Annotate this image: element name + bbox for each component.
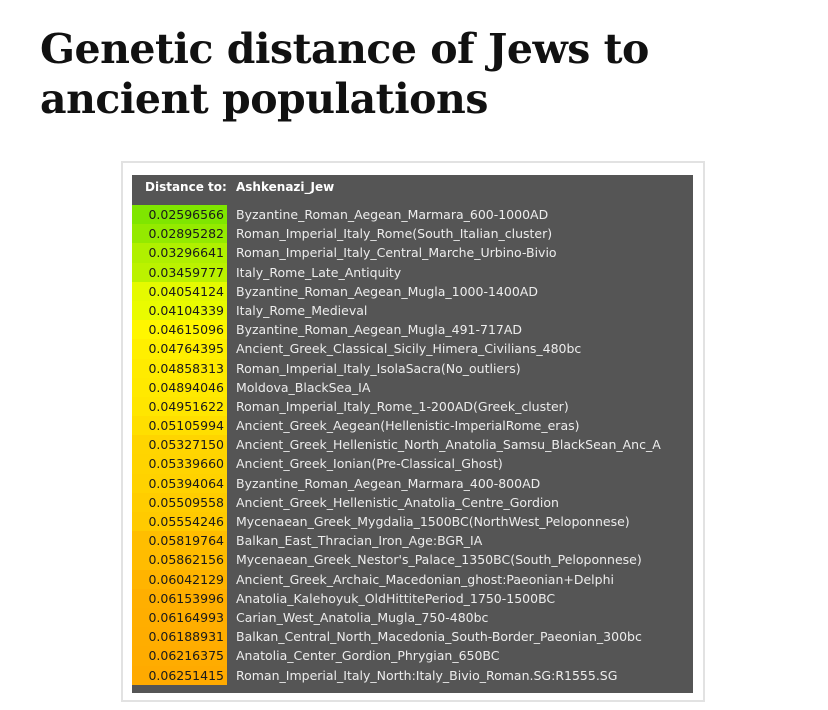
distance-value: 0.04104339	[132, 300, 227, 321]
population-name: Mycenaean_Greek_Nestor's_Palace_1350BC(S…	[236, 552, 642, 568]
result-row: 0.05394064 Byzantine_Roman_Aegean_Marmara…	[132, 473, 693, 493]
page-title: Genetic distance of Jews to ancient popu…	[40, 25, 649, 123]
population-name: Ancient_Greek_Classical_Sicily_Himera_Ci…	[236, 341, 582, 357]
population-name: Italy_Rome_Medieval	[236, 302, 368, 318]
distance-value: 0.06188931	[132, 627, 227, 647]
distance-value: 0.05394064	[132, 473, 227, 493]
population-name: Byzantine_Roman_Aegean_Mugla_491-717AD	[236, 322, 523, 338]
result-row: 0.06153996 Anatolia_Kalehoyuk_OldHittiteP…	[132, 588, 693, 608]
result-row: 0.02895282 Roman_Imperial_Italy_Rome(Sout…	[132, 224, 693, 244]
distance-results-panel: Distance to: Ashkenazi_Jew 0.02596566 Byz…	[132, 175, 693, 693]
result-row: 0.05819764 Balkan_East_Thracian_Iron_Age:…	[132, 531, 693, 551]
result-row: 0.03296641 Roman_Imperial_Italy_Central_M…	[132, 243, 693, 263]
population-name: Byzantine_Roman_Aegean_Marmara_600-1000A…	[236, 207, 549, 222]
distance-value: 0.04615096	[132, 320, 227, 340]
distance-value: 0.05819764	[132, 531, 227, 551]
population-name: Roman_Imperial_Italy_Rome(South_Italian_…	[236, 226, 553, 242]
result-row: 0.04054124 Byzantine_Roman_Aegean_Mugla_1…	[132, 281, 693, 301]
distance-value: 0.04951622	[132, 396, 227, 417]
population-name: Anatolia_Kalehoyuk_OldHittitePeriod_1750…	[236, 590, 556, 606]
result-row: 0.06164993 Carian_West_Anatolia_Mugla_750…	[132, 607, 693, 628]
distance-value: 0.06153996	[132, 588, 227, 608]
population-name: Anatolia_Center_Gordion_Phrygian_650BC	[236, 648, 500, 664]
results-list: 0.02596566 Byzantine_Roman_Aegean_Marmara…	[132, 205, 693, 685]
result-row: 0.06042129 Ancient_Greek_Archaic_Macedoni…	[132, 569, 693, 589]
result-row: 0.05554246 Mycenaean_Greek_Mygdalia_1500B…	[132, 512, 693, 532]
result-row: 0.06188931 Balkan_Central_North_Macedonia…	[132, 627, 693, 647]
result-row: 0.05862156 Mycenaean_Greek_Nestor's_Palac…	[132, 550, 693, 570]
population-name: Ancient_Greek_Aegean(Hellenistic-Imperia…	[236, 418, 580, 434]
result-row: 0.04104339 Italy_Rome_Medieval	[132, 300, 693, 321]
population-name: Roman_Imperial_Italy_IsolaSacra(No_outli…	[236, 360, 521, 376]
result-row: 0.04858313 Roman_Imperial_Italy_IsolaSacr…	[132, 358, 693, 378]
result-row: 0.04894046 Moldova_BlackSea_IA	[132, 377, 693, 397]
distance-value: 0.03459777	[132, 262, 227, 282]
result-row: 0.05339660 Ancient_Greek_Ionian(Pre-Class…	[132, 454, 693, 474]
distance-value: 0.02895282	[132, 224, 227, 244]
population-name: Italy_Rome_Late_Antiquity	[236, 264, 402, 280]
population-name: Balkan_Central_North_Macedonia_South-Bor…	[236, 629, 642, 645]
result-row: 0.06251415 Roman_Imperial_Italy_North:Ita…	[132, 665, 693, 685]
distance-value: 0.06251415	[132, 665, 227, 685]
population-name: Ancient_Greek_Ionian(Pre-Classical_Ghost…	[236, 456, 503, 472]
population-name: Balkan_East_Thracian_Iron_Age:BGR_IA	[236, 533, 483, 549]
target-population-label: Ashkenazi_Jew	[236, 180, 335, 194]
distance-value: 0.06042129	[132, 569, 227, 589]
distance-value: 0.02596566	[132, 205, 227, 225]
population-name: Moldova_BlackSea_IA	[236, 379, 371, 395]
result-row: 0.03459777 Italy_Rome_Late_Antiquity	[132, 262, 693, 282]
distance-value: 0.05554246	[132, 512, 227, 532]
population-name: Ancient_Greek_Archaic_Macedonian_ghost:P…	[236, 571, 614, 587]
distance-value: 0.06164993	[132, 607, 227, 628]
population-name: Ancient_Greek_Hellenistic_Anatolia_Centr…	[236, 494, 559, 510]
distance-value: 0.05327150	[132, 435, 227, 455]
population-name: Byzantine_Roman_Aegean_Mugla_1000-1400AD	[236, 283, 538, 299]
distance-value: 0.04894046	[132, 377, 227, 397]
results-header: Distance to: Ashkenazi_Jew	[132, 175, 693, 199]
distance-value: 0.04054124	[132, 281, 227, 301]
distance-to-label: Distance to:	[145, 180, 227, 194]
distance-value: 0.06216375	[132, 646, 227, 666]
population-name: Mycenaean_Greek_Mygdalia_1500BC(NorthWes…	[236, 514, 630, 529]
distance-value: 0.04764395	[132, 339, 227, 359]
result-row: 0.02596566 Byzantine_Roman_Aegean_Marmara…	[132, 205, 693, 225]
population-name: Roman_Imperial_Italy_Rome_1-200AD(Greek_…	[236, 398, 569, 414]
population-name: Ancient_Greek_Hellenistic_North_Anatolia…	[236, 437, 661, 453]
distance-value: 0.05105994	[132, 416, 227, 436]
result-row: 0.05105994 Ancient_Greek_Aegean(Hellenist…	[132, 416, 693, 436]
result-row: 0.06216375 Anatolia_Center_Gordion_Phrygi…	[132, 646, 693, 666]
population-name: Roman_Imperial_Italy_North:Italy_Bivio_R…	[236, 667, 618, 683]
result-row: 0.05509558 Ancient_Greek_Hellenistic_Anat…	[132, 492, 693, 512]
distance-value: 0.05339660	[132, 454, 227, 474]
distance-value: 0.03296641	[132, 243, 227, 263]
population-name: Carian_West_Anatolia_Mugla_750-480bc	[236, 609, 489, 625]
distance-value: 0.05509558	[132, 492, 227, 512]
distance-value: 0.05862156	[132, 550, 227, 570]
result-row: 0.05327150 Ancient_Greek_Hellenistic_Nort…	[132, 435, 693, 455]
result-row: 0.04615096 Byzantine_Roman_Aegean_Mugla_4…	[132, 320, 693, 340]
population-name: Roman_Imperial_Italy_Central_Marche_Urbi…	[236, 245, 557, 261]
distance-value: 0.04858313	[132, 358, 227, 378]
result-row: 0.04764395 Ancient_Greek_Classical_Sicily…	[132, 339, 693, 359]
population-name: Byzantine_Roman_Aegean_Marmara_400-800AD	[236, 475, 541, 491]
result-row: 0.04951622 Roman_Imperial_Italy_Rome_1-20…	[132, 396, 693, 417]
